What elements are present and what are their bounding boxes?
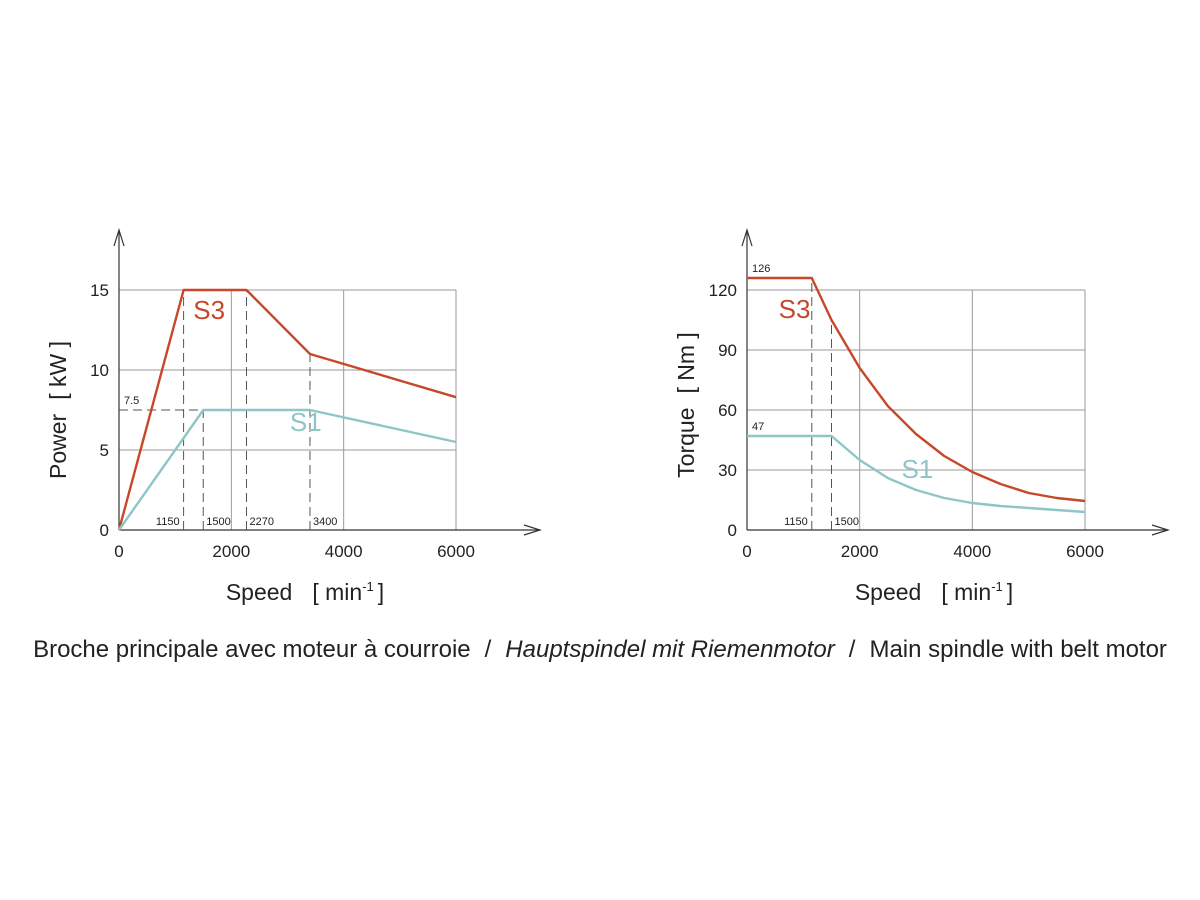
y-axis-title-main: Torque xyxy=(673,408,699,478)
marker-label-y: 47 xyxy=(752,421,764,433)
series-label-s1: S1 xyxy=(901,454,933,484)
x-tick-label: 0 xyxy=(742,542,751,561)
x-axis-title-unit-close: ] xyxy=(1007,579,1013,605)
x-axis-arrow xyxy=(523,524,543,536)
series-label-s3: S3 xyxy=(779,294,811,324)
x-tick-label: 6000 xyxy=(437,542,475,561)
y-axis-title-main: Power xyxy=(45,413,71,479)
y-tick-label: 60 xyxy=(718,401,737,420)
caption-separator: / xyxy=(484,636,492,663)
y-tick-label: 30 xyxy=(718,461,737,480)
x-axis-title-unit-close: ] xyxy=(378,579,384,605)
caption-separator: / xyxy=(848,636,856,663)
series-line-s1 xyxy=(118,408,457,531)
marker-label-y: 7.5 xyxy=(124,395,139,407)
x-tick-label: 2000 xyxy=(212,542,250,561)
marker-label-x: 2270 xyxy=(249,516,273,528)
y-tick-label: 15 xyxy=(90,281,109,300)
y-tick-label: 0 xyxy=(728,521,737,540)
figure-caption: Broche principale avec moteur à courroie… xyxy=(0,636,1200,664)
y-axis-title: Torque [ Nm ] xyxy=(673,332,699,478)
x-axis-title-unit-superscript: -1 xyxy=(991,579,1003,594)
x-axis-title-unit: [ min xyxy=(941,579,991,605)
y-axis-arrow xyxy=(741,227,753,247)
x-axis-title-unit-superscript: -1 xyxy=(362,579,374,594)
x-axis-arrow xyxy=(1151,524,1171,536)
x-axis-title: Speed [ min-1] xyxy=(226,579,384,605)
y-axis-title: Power [ kW ] xyxy=(45,341,71,479)
y-tick-label: 10 xyxy=(90,361,109,380)
x-tick-label: 6000 xyxy=(1066,542,1104,561)
x-tick-label: 0 xyxy=(114,542,123,561)
caption-german: Hauptspindel mit Riemenmotor xyxy=(505,636,835,663)
x-tick-label: 2000 xyxy=(841,542,879,561)
y-tick-label: 90 xyxy=(718,341,737,360)
y-axis-title-unit: [ kW ] xyxy=(45,341,71,400)
y-tick-label: 0 xyxy=(100,521,109,540)
marker-label-y: 126 xyxy=(752,263,770,275)
series-label-s3: S3 xyxy=(193,295,225,325)
series-line-s3 xyxy=(117,288,457,531)
series-line-s3 xyxy=(747,276,1086,503)
marker-label-x: 1500 xyxy=(206,516,230,528)
x-tick-label: 4000 xyxy=(953,542,991,561)
caption-french: Broche principale avec moteur à courroie xyxy=(33,636,471,663)
marker-label-x: 1150 xyxy=(784,516,808,528)
caption-english: Main spindle with belt motor xyxy=(869,636,1167,663)
x-axis-title-main: Speed xyxy=(226,579,293,605)
marker-label-x: 1150 xyxy=(156,516,180,528)
marker-label-x: 1500 xyxy=(835,516,859,528)
y-axis-arrow xyxy=(113,227,125,247)
series-line-s1 xyxy=(747,434,1086,514)
y-tick-label: 5 xyxy=(100,441,109,460)
marker-label-x: 3400 xyxy=(313,516,337,528)
y-tick-label: 120 xyxy=(709,281,737,300)
y-axis-title-unit: [ Nm ] xyxy=(673,332,699,393)
x-axis-title-main: Speed xyxy=(855,579,922,605)
x-axis-title-unit: [ min xyxy=(312,579,362,605)
x-tick-label: 4000 xyxy=(325,542,363,561)
x-axis-title: Speed [ min-1] xyxy=(855,579,1013,605)
series-label-s1: S1 xyxy=(290,407,322,437)
